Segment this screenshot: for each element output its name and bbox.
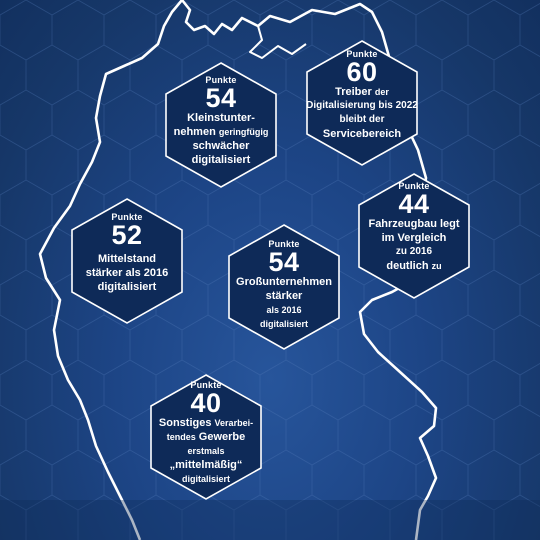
hex-line: Digitalisierung bis 2022 [306,100,418,111]
points-value: 60 [346,57,378,87]
hex-line: digitalisiert [97,281,157,293]
hexagon-shape [228,224,340,350]
hex-line-part: zu [431,261,442,271]
hex-grossunternehmen: Punkte 54 Großunternehmen stärker als 20… [228,224,340,350]
hexagon-shape [306,40,418,166]
points-value: 44 [398,189,430,219]
hex-line: „mittelmäßig“ [169,459,243,471]
hex-line: Mittelstand [97,253,157,265]
hex-line: Sonstiges Verarbei- [159,416,253,430]
points-label: Punkte [190,380,222,390]
hex-line: digitalisiert [259,319,308,329]
hex-line: zu 2016 [395,246,433,257]
hex-line: tendes Gewerbe [167,430,246,444]
hex-verarbeitendes-gewerbe: Punkte 40 Sonstiges Verarbei- tendes Gew… [150,374,262,500]
hex-line: stärker [265,290,303,302]
hex-kleinunternehmen: Punkte 54 Kleinstunter- nehmen geringfüg… [165,62,277,188]
points-label: Punkte [268,239,300,249]
hex-line-part: nehmen [173,126,216,138]
hex-line: Fahrzeugbau legt [368,218,460,230]
hex-line: stärker als 2016 [85,267,169,279]
hex-line: erstmals [187,446,225,456]
hex-line: Großunternehmen [236,276,332,288]
hex-line: im Vergleich [381,232,447,244]
hex-line: als 2016 [266,305,302,315]
coastline-detail [249,25,307,59]
hex-line: deutlich zu [386,259,441,273]
hex-line-part: tendes [166,432,196,442]
hex-line: schwächer [192,140,250,152]
hex-line-part: deutlich [386,260,429,272]
points-label: Punkte [398,181,430,191]
hexagon-shape [71,198,183,324]
hex-servicebereich: Punkte 60 Treiber der Digitalisierung bi… [306,40,418,166]
points-label: Punkte [346,49,378,59]
points-label: Punkte [111,212,143,222]
hex-line: digitalisiert [191,154,251,166]
hex-line: Treiber der [335,85,389,99]
bottom-vignette [0,500,540,540]
points-value: 54 [205,83,237,113]
hex-line-part: Sonstiges [158,417,212,429]
hex-line-part: geringfügig [218,127,269,137]
hex-line: Servicebereich [322,128,402,140]
points-value: 40 [190,388,222,418]
hex-line-part: Gewerbe [198,431,246,443]
points-value: 54 [268,247,300,277]
hex-line-part: der [374,87,389,97]
hex-line: bleibt der [339,114,385,125]
hex-line: digitalisiert [181,474,230,484]
hexagon-shape [358,173,470,299]
hexagon-shape [150,374,262,500]
hex-line: nehmen geringfügig [174,125,269,139]
germany-outline [38,0,438,540]
hexagon-shape [165,62,277,188]
hex-line: Kleinstunter- [187,112,255,124]
points-label: Punkte [205,75,237,85]
hex-mittelstand: Punkte 52 Mittelstand stärker als 2016 d… [71,198,183,324]
hex-line-part: Verarbei- [214,418,254,428]
points-value: 52 [111,220,143,250]
hex-fahrzeugbau: Punkte 44 Fahrzeugbau legt im Vergleich … [358,173,470,299]
hex-line-part: Treiber [335,86,372,98]
